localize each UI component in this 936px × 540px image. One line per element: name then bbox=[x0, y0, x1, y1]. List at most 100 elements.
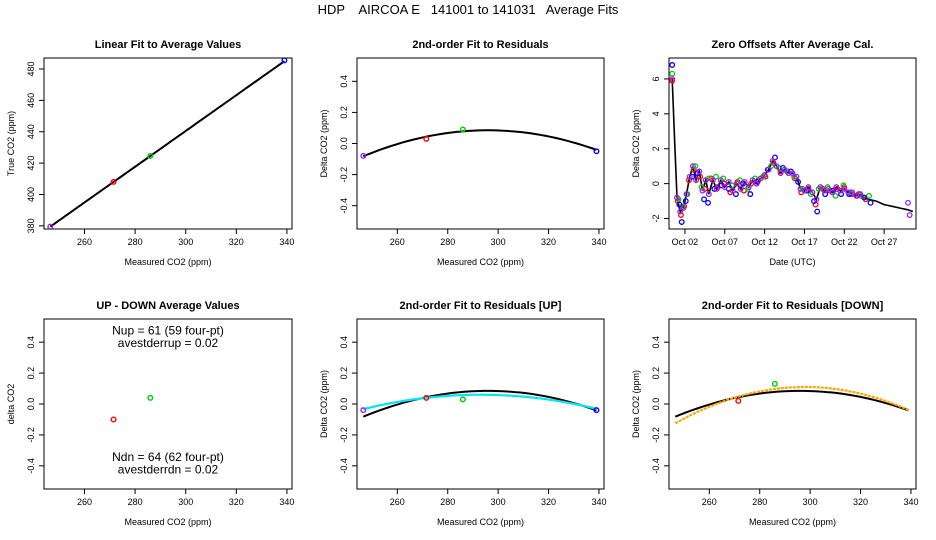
data-point-purple bbox=[765, 166, 772, 173]
page-title: HDP AIRCOA E 141001 to 141031 Average Fi… bbox=[317, 2, 619, 17]
data-point-purple bbox=[721, 184, 728, 191]
x-tick-label: 260 bbox=[77, 237, 92, 247]
y-tick-label: 480 bbox=[26, 61, 36, 76]
data-point-blue bbox=[711, 185, 718, 192]
data-point-green bbox=[771, 380, 778, 387]
data-point-green bbox=[459, 396, 466, 403]
fit-line-black bbox=[362, 389, 597, 418]
x-tick-label: Oct 02 bbox=[672, 237, 699, 247]
x-tick-label: 280 bbox=[440, 497, 455, 507]
data-point-purple bbox=[817, 184, 824, 191]
y-tick-label: 0.2 bbox=[651, 367, 661, 380]
plot-frame bbox=[43, 57, 293, 230]
data-point-green bbox=[692, 163, 699, 170]
y-axis-label: Delta CO2 (ppm) bbox=[631, 109, 641, 177]
x-tick-label: 320 bbox=[541, 497, 556, 507]
data-point-purple bbox=[906, 212, 913, 218]
data-point-purple bbox=[745, 184, 752, 191]
data-point-purple bbox=[849, 189, 856, 196]
annotation-text: Nup = 61 (59 four-pt) bbox=[112, 323, 224, 337]
y-tick-label: -2 bbox=[651, 215, 661, 223]
y-tick-label: 0.0 bbox=[26, 398, 36, 411]
data-point-green bbox=[713, 173, 719, 180]
fit-line-black bbox=[362, 129, 597, 158]
data-point-green bbox=[459, 126, 466, 133]
x-axis-label: Measured CO2 (ppm) bbox=[749, 517, 836, 527]
data-point-purple bbox=[683, 191, 690, 198]
x-axis-label: Measured CO2 (ppm) bbox=[437, 517, 524, 527]
x-axis-label: Measured CO2 (ppm) bbox=[124, 257, 211, 267]
data-point-purple bbox=[813, 196, 820, 203]
y-axis-label: Delta CO2 (ppm) bbox=[319, 370, 329, 438]
y-tick-label: -0.2 bbox=[26, 427, 36, 443]
x-tick-label: 260 bbox=[390, 497, 405, 507]
y-tick-label: -0.4 bbox=[651, 458, 661, 474]
x-tick-label: 260 bbox=[702, 497, 717, 507]
y-tick-label: 0.2 bbox=[26, 367, 36, 380]
y-tick-label: -0.4 bbox=[26, 458, 36, 474]
y-tick-label: 400 bbox=[26, 187, 36, 202]
x-tick-label: 280 bbox=[128, 497, 143, 507]
chart-title: Linear Fit to Average Values bbox=[95, 39, 242, 51]
data-point-purple bbox=[702, 177, 709, 184]
y-axis-label: True CO2 (ppm) bbox=[6, 111, 16, 176]
data-point-purple bbox=[669, 75, 676, 82]
x-tick-label: 300 bbox=[178, 497, 193, 507]
x-tick-label: Oct 07 bbox=[712, 237, 739, 247]
x-tick-label: 340 bbox=[591, 237, 606, 247]
plot-frame bbox=[356, 318, 605, 490]
chart-p4: UP - DOWN Average Values 260 280 300 320 340 -… bbox=[6, 300, 294, 527]
data-point-green bbox=[698, 184, 705, 191]
data-point-purple bbox=[737, 185, 744, 192]
y-tick-label: 0.4 bbox=[26, 336, 36, 349]
data-point-purple bbox=[713, 185, 720, 192]
y-tick-label: 0 bbox=[651, 181, 661, 186]
data-point-red bbox=[735, 397, 742, 404]
y-tick-label: -0.4 bbox=[339, 458, 349, 474]
data-point-purple bbox=[801, 187, 808, 194]
data-point-purple bbox=[741, 178, 748, 185]
data-point-green bbox=[840, 182, 847, 189]
data-point-blue bbox=[732, 191, 739, 198]
data-point-purple bbox=[833, 184, 840, 191]
data-point-purple bbox=[686, 173, 693, 180]
x-tick-label: 300 bbox=[803, 497, 818, 507]
annotation-text: avestderrdn = 0.02 bbox=[118, 463, 219, 477]
fit-line-black bbox=[49, 60, 285, 228]
y-tick-label: 2 bbox=[651, 146, 661, 151]
plot-area bbox=[674, 380, 909, 425]
x-tick-label: Oct 27 bbox=[871, 237, 898, 247]
y-tick-label: 380 bbox=[26, 218, 36, 233]
data-point-blue bbox=[682, 198, 689, 205]
data-point-blue bbox=[701, 196, 708, 203]
data-point-purple bbox=[789, 170, 796, 177]
y-tick-label: 0.2 bbox=[339, 367, 349, 380]
data-point-purple bbox=[729, 187, 736, 194]
data-point-blue bbox=[593, 148, 600, 155]
data-point-purple bbox=[777, 170, 784, 177]
data-point-purple bbox=[709, 177, 716, 184]
data-point-green bbox=[866, 192, 872, 199]
y-tick-label: 460 bbox=[26, 93, 36, 108]
y-tick-label: 440 bbox=[26, 124, 36, 139]
data-point-red bbox=[110, 416, 117, 423]
x-tick-label: 300 bbox=[491, 497, 506, 507]
data-point-blue bbox=[676, 201, 683, 208]
data-point-blue bbox=[747, 191, 754, 198]
fit-line-cyan bbox=[363, 393, 597, 411]
plot-area bbox=[110, 394, 154, 423]
x-axis-label: Measured CO2 (ppm) bbox=[437, 257, 524, 267]
data-point-green bbox=[728, 182, 735, 189]
x-tick-label: 280 bbox=[440, 237, 455, 247]
data-point-blue bbox=[838, 191, 845, 198]
data-point-purple bbox=[689, 163, 696, 170]
data-point-blue bbox=[281, 58, 288, 64]
plot-area bbox=[360, 126, 600, 159]
x-tick-label: 280 bbox=[752, 497, 767, 507]
data-point-red bbox=[110, 178, 117, 185]
data-point-blue bbox=[822, 191, 829, 198]
x-tick-label: Oct 12 bbox=[751, 237, 778, 247]
data-point-blue bbox=[593, 407, 600, 414]
y-tick-label: -0.2 bbox=[339, 427, 349, 443]
x-tick-label: 260 bbox=[77, 497, 92, 507]
